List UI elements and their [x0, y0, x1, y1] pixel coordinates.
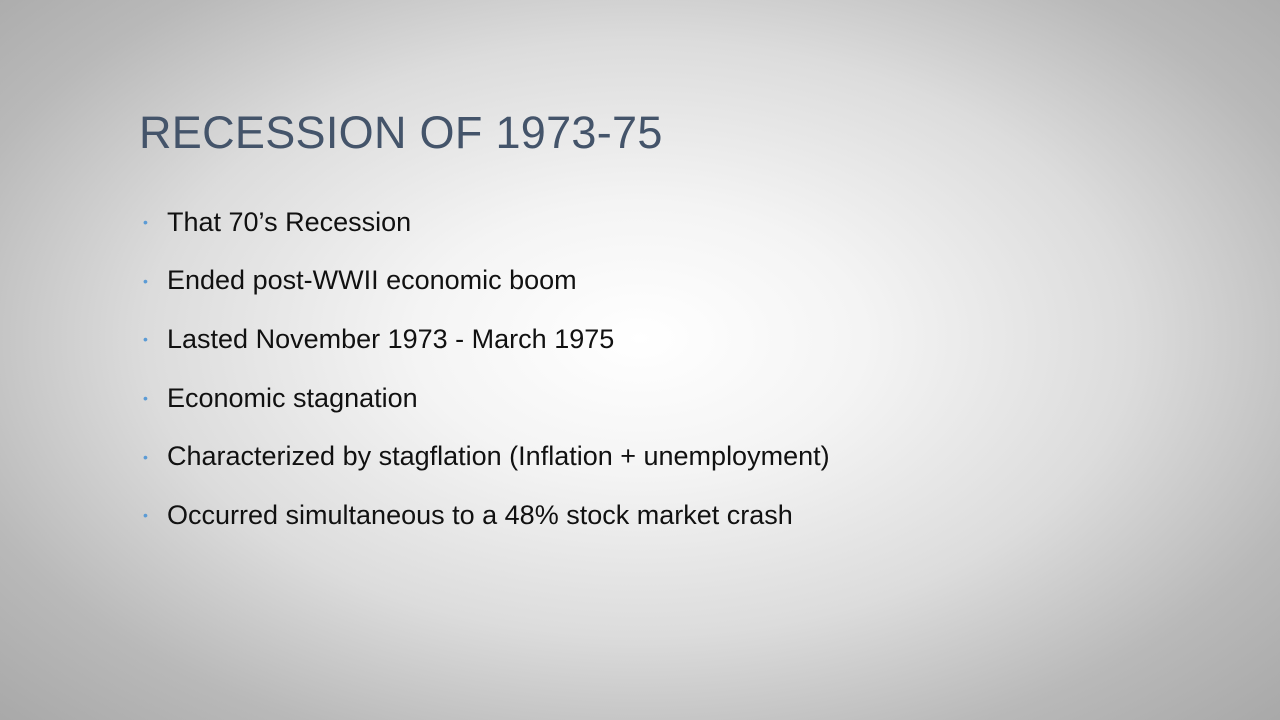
list-item: • Ended post-WWII economic boom: [143, 252, 830, 311]
bullet-text: Occurred simultaneous to a 48% stock mar…: [167, 499, 793, 530]
bullet-icon: •: [143, 214, 148, 231]
list-item: • Occurred simultaneous to a 48% stock m…: [143, 486, 830, 545]
slide-title: RECESSION OF 1973-75: [139, 107, 663, 158]
list-item: • Lasted November 1973 - March 1975: [143, 310, 830, 369]
bullet-text: That 70’s Recession: [167, 206, 412, 237]
bullet-text: Lasted November 1973 - March 1975: [167, 323, 615, 354]
bullet-list: • That 70’s Recession • Ended post-WWII …: [143, 193, 830, 545]
list-item: • Economic stagnation: [143, 369, 830, 428]
bullet-icon: •: [143, 272, 148, 289]
bullet-text: Ended post-WWII economic boom: [167, 265, 577, 296]
bullet-icon: •: [143, 448, 148, 465]
bullet-text: Characterized by stagflation (Inflation …: [167, 441, 830, 472]
bullet-icon: •: [143, 331, 148, 348]
list-item: • That 70’s Recession: [143, 193, 830, 252]
bullet-icon: •: [143, 507, 148, 524]
bullet-icon: •: [143, 390, 148, 407]
list-item: • Characterized by stagflation (Inflatio…: [143, 427, 830, 486]
bullet-text: Economic stagnation: [167, 382, 418, 413]
